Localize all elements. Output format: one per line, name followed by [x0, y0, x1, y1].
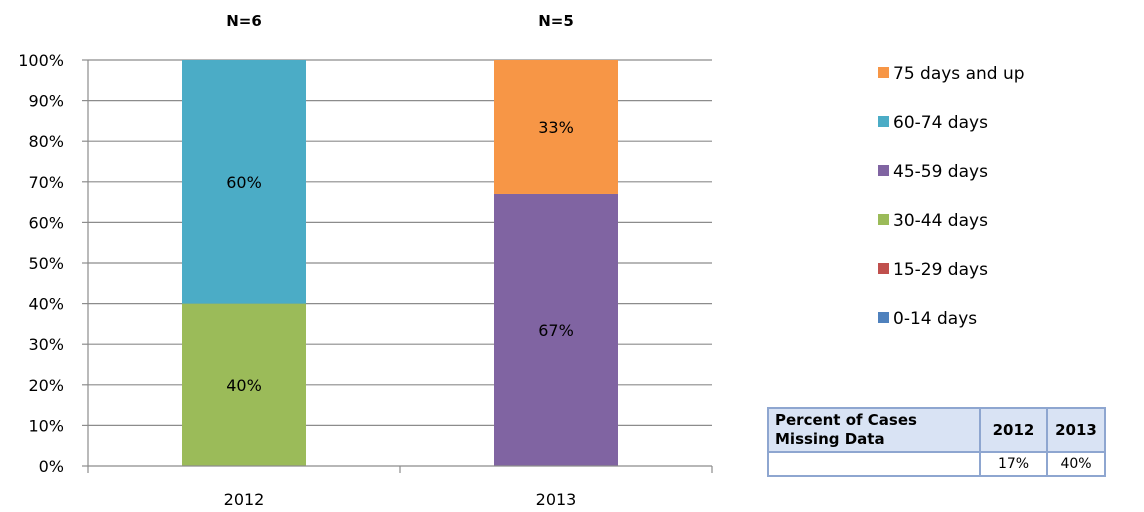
table-header-2012: 2012 [979, 407, 1048, 453]
legend-swatch [878, 165, 889, 176]
data-label: 33% [538, 118, 574, 137]
legend-label: 45-59 days [893, 162, 988, 182]
sample-size-labels: N=6 N=5 [226, 12, 574, 30]
data-label: 40% [226, 376, 262, 395]
table-header-row: Percent of Cases Missing Data 2012 2013 [767, 407, 1106, 453]
x-axis-ticks: 2012 2013 [87, 466, 713, 509]
data-label: 60% [226, 173, 262, 192]
y-tick-label: 60% [28, 213, 64, 232]
legend-swatch [878, 214, 889, 225]
y-tick-label: 80% [28, 132, 64, 151]
table-row: 17% 40% [767, 451, 1106, 477]
legend-label: 0-14 days [893, 309, 977, 329]
table-cell-2012: 17% [979, 451, 1048, 477]
table-header-2013: 2013 [1046, 407, 1106, 453]
y-tick-label: 40% [28, 295, 64, 314]
legend-swatch [878, 67, 889, 78]
y-tick-label: 100% [18, 51, 64, 70]
legend-label: 30-44 days [893, 211, 988, 231]
gridlines [88, 59, 712, 426]
bar-segment [182, 303, 306, 466]
sample-size-label: N=6 [226, 12, 262, 30]
bar-segment [494, 193, 618, 467]
bar-segment [494, 60, 618, 194]
bars: 40% 60% 67% 33% [182, 60, 618, 467]
legend-swatch [878, 116, 889, 127]
y-tick-label: 30% [28, 335, 64, 354]
table-cell-label [767, 451, 981, 477]
legend: 75 days and up 60-74 days 45-59 days 30-44 … [878, 64, 1025, 329]
sample-size-label: N=5 [538, 12, 574, 30]
legend-swatch [878, 263, 889, 274]
legend-swatch [878, 312, 889, 323]
table-header-label: Percent of Cases Missing Data [767, 407, 981, 453]
legend-label: 75 days and up [893, 64, 1025, 84]
y-tick-label: 10% [28, 416, 64, 435]
legend-label: 60-74 days [893, 113, 988, 133]
y-tick-label: 70% [28, 173, 64, 192]
y-tick-label: 90% [28, 92, 64, 111]
table-cell-2013: 40% [1046, 451, 1106, 477]
y-axis-ticks: 0% 10% 20% 30% 40% 50% 60% 70% 80% 90% 100% [18, 51, 88, 476]
y-tick-label: 20% [28, 376, 64, 395]
data-label: 67% [538, 321, 574, 340]
y-tick-label: 50% [28, 254, 64, 273]
bar-segment [182, 60, 306, 304]
x-tick-label: 2012 [224, 490, 265, 509]
legend-label: 15-29 days [893, 260, 988, 280]
y-tick-label: 0% [39, 457, 64, 476]
x-tick-label: 2013 [536, 490, 577, 509]
missing-data-table: Percent of Cases Missing Data 2012 2013 … [767, 407, 1106, 477]
